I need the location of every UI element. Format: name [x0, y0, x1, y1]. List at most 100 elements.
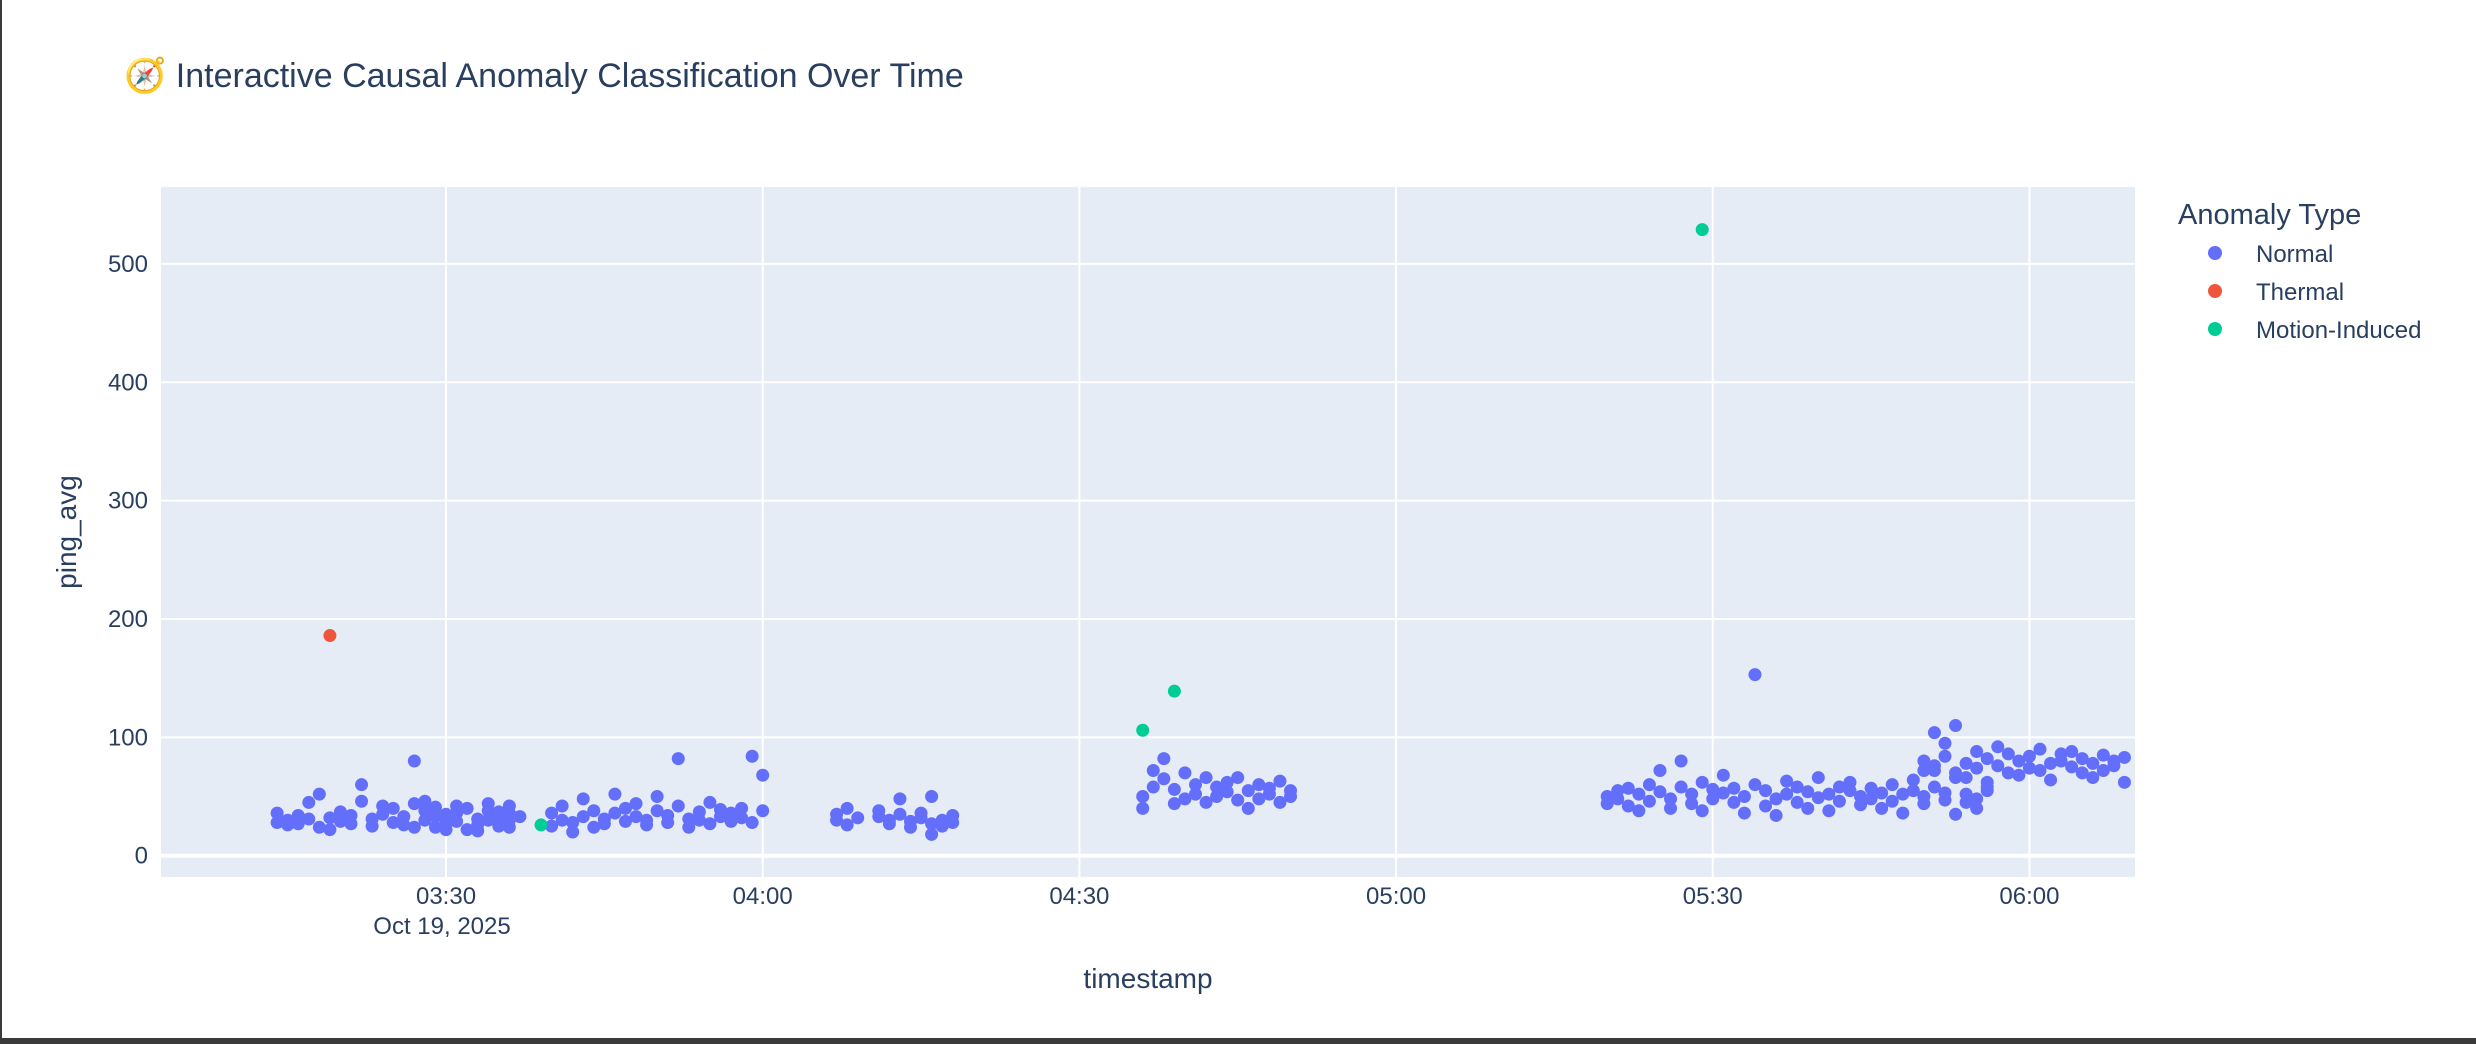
data-point[interactable] — [1748, 668, 1762, 682]
data-point[interactable] — [1875, 801, 1889, 815]
data-point[interactable] — [1685, 797, 1699, 811]
data-point[interactable] — [545, 806, 559, 820]
data-point[interactable] — [1210, 790, 1224, 804]
data-point[interactable] — [1674, 754, 1688, 768]
data-point[interactable] — [2012, 754, 2026, 768]
data-point[interactable] — [1716, 768, 1730, 782]
data-point[interactable] — [492, 819, 506, 833]
data-point[interactable] — [1980, 780, 1994, 794]
data-point[interactable] — [1970, 792, 1984, 806]
data-point[interactable] — [629, 810, 643, 824]
data-point[interactable] — [587, 820, 601, 834]
data-point[interactable] — [418, 813, 432, 827]
data-point[interactable] — [407, 754, 421, 768]
data-point[interactable] — [502, 820, 516, 834]
data-point[interactable] — [376, 807, 390, 821]
data-point[interactable] — [1970, 801, 1984, 815]
data-point[interactable] — [2107, 759, 2121, 773]
data-point[interactable] — [661, 816, 675, 830]
data-point[interactable] — [1769, 792, 1783, 806]
data-point[interactable] — [1727, 781, 1741, 795]
data-point[interactable] — [640, 818, 654, 832]
data-point[interactable] — [566, 816, 580, 830]
data-point[interactable] — [2033, 763, 2047, 777]
data-point[interactable] — [1832, 794, 1846, 808]
data-point[interactable] — [534, 818, 548, 832]
data-point[interactable] — [1917, 763, 1931, 777]
data-point[interactable] — [914, 806, 928, 820]
data-point[interactable] — [671, 799, 685, 813]
data-point[interactable] — [903, 820, 917, 834]
data-point[interactable] — [2096, 763, 2110, 777]
data-point[interactable] — [502, 799, 516, 813]
data-point[interactable] — [745, 816, 759, 830]
data-point[interactable] — [1284, 784, 1298, 798]
data-point[interactable] — [925, 790, 939, 804]
data-point[interactable] — [513, 810, 527, 824]
data-point[interactable] — [735, 811, 749, 825]
data-point[interactable] — [2065, 760, 2079, 774]
data-point[interactable] — [1790, 780, 1804, 794]
data-point[interactable] — [1727, 795, 1741, 809]
data-point[interactable] — [1178, 766, 1192, 780]
data-point[interactable] — [1949, 719, 1963, 733]
data-point[interactable] — [2096, 748, 2110, 762]
data-point[interactable] — [1801, 801, 1815, 815]
data-point[interactable] — [1621, 781, 1635, 795]
data-point[interactable] — [1875, 786, 1889, 800]
data-point[interactable] — [407, 820, 421, 834]
data-point[interactable] — [1611, 784, 1625, 798]
data-point[interactable] — [1737, 806, 1751, 820]
data-point[interactable] — [450, 814, 464, 828]
data-point[interactable] — [1178, 792, 1192, 806]
data-point[interactable] — [1896, 787, 1910, 801]
data-point[interactable] — [428, 810, 442, 824]
data-point[interactable] — [492, 805, 506, 819]
data-point[interactable] — [1210, 780, 1224, 794]
data-point[interactable] — [1706, 782, 1720, 796]
data-point[interactable] — [671, 752, 685, 766]
data-point[interactable] — [302, 795, 316, 809]
data-point[interactable] — [692, 813, 706, 827]
data-point[interactable] — [882, 817, 896, 831]
series-normal[interactable] — [270, 668, 2131, 841]
data-point[interactable] — [1970, 761, 1984, 775]
data-point[interactable] — [270, 806, 284, 820]
data-point[interactable] — [2022, 761, 2036, 775]
data-point[interactable] — [1949, 766, 1963, 780]
data-point[interactable] — [1811, 791, 1825, 805]
data-point[interactable] — [566, 825, 580, 839]
data-point[interactable] — [872, 804, 886, 818]
data-point[interactable] — [1600, 790, 1614, 804]
data-point[interactable] — [1780, 787, 1794, 801]
data-point[interactable] — [1157, 772, 1171, 786]
legend-item-motion-induced[interactable]: Motion-Induced — [2208, 317, 2421, 344]
data-point[interactable] — [355, 794, 369, 808]
data-point[interactable] — [756, 768, 770, 782]
data-point[interactable] — [1199, 795, 1213, 809]
data-point[interactable] — [1167, 797, 1181, 811]
data-point[interactable] — [1832, 780, 1846, 794]
data-point[interactable] — [608, 806, 622, 820]
data-point[interactable] — [618, 801, 632, 815]
data-point[interactable] — [1621, 799, 1635, 813]
data-point[interactable] — [365, 819, 379, 833]
data-point[interactable] — [2117, 750, 2131, 764]
data-point[interactable] — [1959, 771, 1973, 785]
data-point[interactable] — [1811, 771, 1825, 785]
data-point[interactable] — [1706, 792, 1720, 806]
data-point[interactable] — [893, 792, 907, 806]
data-point[interactable] — [481, 813, 495, 827]
data-point[interactable] — [1759, 784, 1773, 798]
data-point[interactable] — [2033, 742, 2047, 756]
data-point[interactable] — [1906, 773, 1920, 787]
data-point[interactable] — [1938, 736, 1952, 750]
data-point[interactable] — [1748, 778, 1762, 792]
data-point[interactable] — [703, 817, 717, 831]
data-point[interactable] — [1949, 807, 1963, 821]
data-point[interactable] — [713, 803, 727, 817]
data-point[interactable] — [323, 629, 337, 643]
legend[interactable]: Anomaly Type Normal Thermal Motion-Induced — [2178, 199, 2421, 344]
data-point[interactable] — [1938, 749, 1952, 763]
data-point[interactable] — [1896, 806, 1910, 820]
